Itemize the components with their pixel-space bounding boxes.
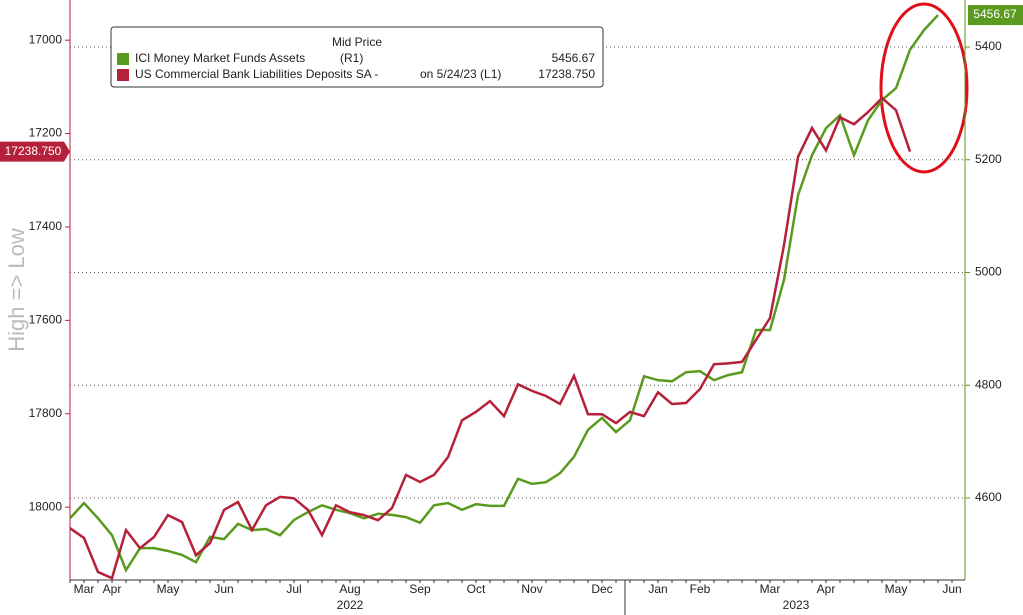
- x-tick-label: Nov: [521, 582, 542, 596]
- x-tick-label: Jun: [942, 582, 961, 596]
- y2-tick-label: 4600: [975, 490, 1002, 504]
- legend-note: (R1): [340, 51, 363, 65]
- legend-note: on 5/24/23 (L1): [420, 67, 501, 81]
- legend-name: US Commercial Bank Liabilities Deposits …: [135, 67, 378, 81]
- legend-name: ICI Money Market Funds Assets: [135, 51, 305, 65]
- legend-swatch: [117, 69, 129, 81]
- x-tick-label: Oct: [467, 582, 486, 596]
- y-tick-label: 17800: [29, 406, 63, 420]
- x-tick-label: Jan: [648, 582, 667, 596]
- x-tick-label: Apr: [103, 582, 122, 596]
- y2-tick-label: 4800: [975, 377, 1002, 391]
- series-line: [69, 96, 912, 580]
- year-label: 2022: [337, 598, 364, 612]
- axis-tag: [968, 5, 1023, 26]
- x-tick-label: Mar: [760, 582, 781, 596]
- y2-tick-label: 5400: [975, 39, 1002, 53]
- y2-tick-label: 5000: [975, 265, 1002, 279]
- y2-tick-label: 5200: [975, 152, 1002, 166]
- x-tick-label: May: [885, 582, 908, 596]
- highlight-ellipse: [879, 2, 969, 174]
- series-line: [69, 14, 939, 573]
- legend-value: 17238.750: [538, 67, 595, 81]
- axis-tag-label: 5456.67: [973, 7, 1017, 21]
- y-axis-label: High => Low: [4, 228, 29, 352]
- axis-tag: [0, 141, 70, 162]
- year-label: 2023: [783, 598, 810, 612]
- axis-tag-label: 17238.750: [5, 144, 62, 158]
- y-tick-label: 17600: [29, 313, 63, 327]
- y-tick-label: 17000: [29, 32, 63, 46]
- legend-value: 5456.67: [552, 51, 596, 65]
- legend-swatch: [117, 53, 129, 65]
- x-tick-label: Dec: [591, 582, 612, 596]
- legend-title: Mid Price: [332, 35, 382, 49]
- y-tick-label: 17200: [29, 126, 63, 140]
- x-tick-label: Aug: [339, 582, 360, 596]
- x-tick-label: Apr: [817, 582, 836, 596]
- x-tick-label: Jun: [214, 582, 233, 596]
- y-tick-label: 18000: [29, 499, 63, 513]
- legend-box: [110, 26, 604, 88]
- x-tick-label: Sep: [409, 582, 431, 596]
- y-tick-label: 17400: [29, 219, 63, 233]
- x-tick-label: May: [157, 582, 180, 596]
- x-tick-label: Feb: [690, 582, 711, 596]
- x-tick-label: Jul: [286, 582, 301, 596]
- x-tick-label: Mar: [74, 582, 95, 596]
